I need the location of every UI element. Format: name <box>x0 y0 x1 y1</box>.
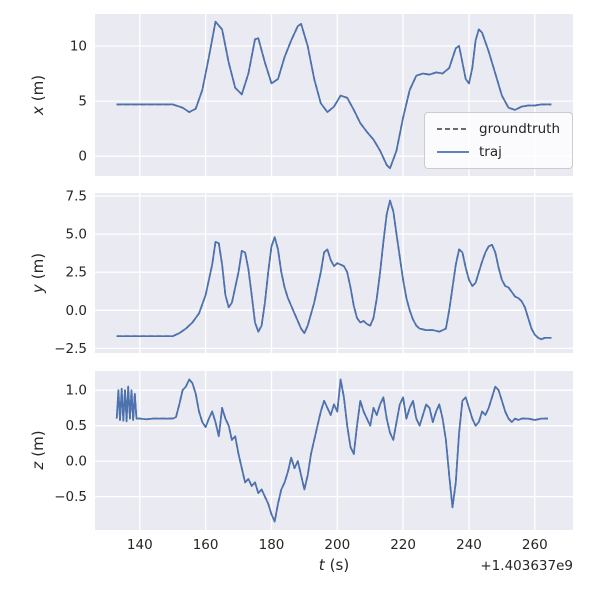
y-tick-label: 0 <box>78 149 87 165</box>
y-axis-label-y: y (m) <box>29 253 47 293</box>
x-tick-label: 200 <box>324 537 350 553</box>
y-tick-label: 2.5 <box>66 265 87 281</box>
x-tick-label: 220 <box>390 537 416 553</box>
legend-label-traj: traj <box>479 144 502 160</box>
x-axis-label: t (s) <box>319 556 349 574</box>
subplot-z: −0.5 0.0 0.5 1.0 <box>54 371 573 530</box>
dashed-line-icon <box>437 128 469 130</box>
legend-label-groundtruth: groundtruth <box>479 121 561 137</box>
y-tick-label: 0.0 <box>66 303 87 319</box>
x-tick-label: 260 <box>522 537 548 553</box>
y-axis-label-z-unit: (m) <box>29 430 47 457</box>
x-tick-label: 160 <box>193 537 219 553</box>
legend-item-groundtruth: groundtruth <box>437 121 560 137</box>
subplot-y: −2.5 0.0 2.5 5.0 7.5 <box>54 189 573 357</box>
y-tick-label: −0.5 <box>54 489 87 505</box>
x-tick-label: 140 <box>127 537 153 553</box>
y-axis-label-x-var: x <box>29 106 47 116</box>
y-axis-label-x-unit: (m) <box>29 74 47 102</box>
y-axis-label-x: x (m) <box>29 75 47 115</box>
x-axis-offset-text: +1.403637e9 <box>480 558 573 574</box>
y-axis-label-z-var: z <box>29 461 47 470</box>
subplot-x: 0 5 10 <box>70 14 573 176</box>
y-tick-label: 5 <box>78 94 87 110</box>
y-tick-label: −2.5 <box>54 341 87 357</box>
y-axis-label-y-unit: (m) <box>29 252 47 280</box>
y-tick-label: 7.5 <box>66 189 87 205</box>
traj-line <box>116 20 552 170</box>
axes-background <box>95 371 573 530</box>
y-tick-label: 5.0 <box>66 227 87 243</box>
y-axis-label-z: z (m) <box>29 430 47 469</box>
x-tick-label: 240 <box>456 537 482 553</box>
x-axis-label-var: t <box>318 556 325 574</box>
legend-item-traj: traj <box>437 144 560 160</box>
y-tick-label: 0.0 <box>66 454 87 470</box>
x-tick-label: 180 <box>259 537 285 553</box>
x-axis-label-unit: (s) <box>329 556 350 574</box>
solid-line-icon <box>437 151 469 153</box>
axes-background <box>95 193 573 353</box>
y-tick-label: 1.0 <box>66 383 87 399</box>
y-axis-label-y-var: y <box>29 284 47 294</box>
y-tick-label: 10 <box>70 39 87 55</box>
traj-line <box>115 378 548 523</box>
traj-line <box>116 199 552 341</box>
y-tick-label: 0.5 <box>66 418 87 434</box>
legend: groundtruth traj <box>424 112 574 169</box>
